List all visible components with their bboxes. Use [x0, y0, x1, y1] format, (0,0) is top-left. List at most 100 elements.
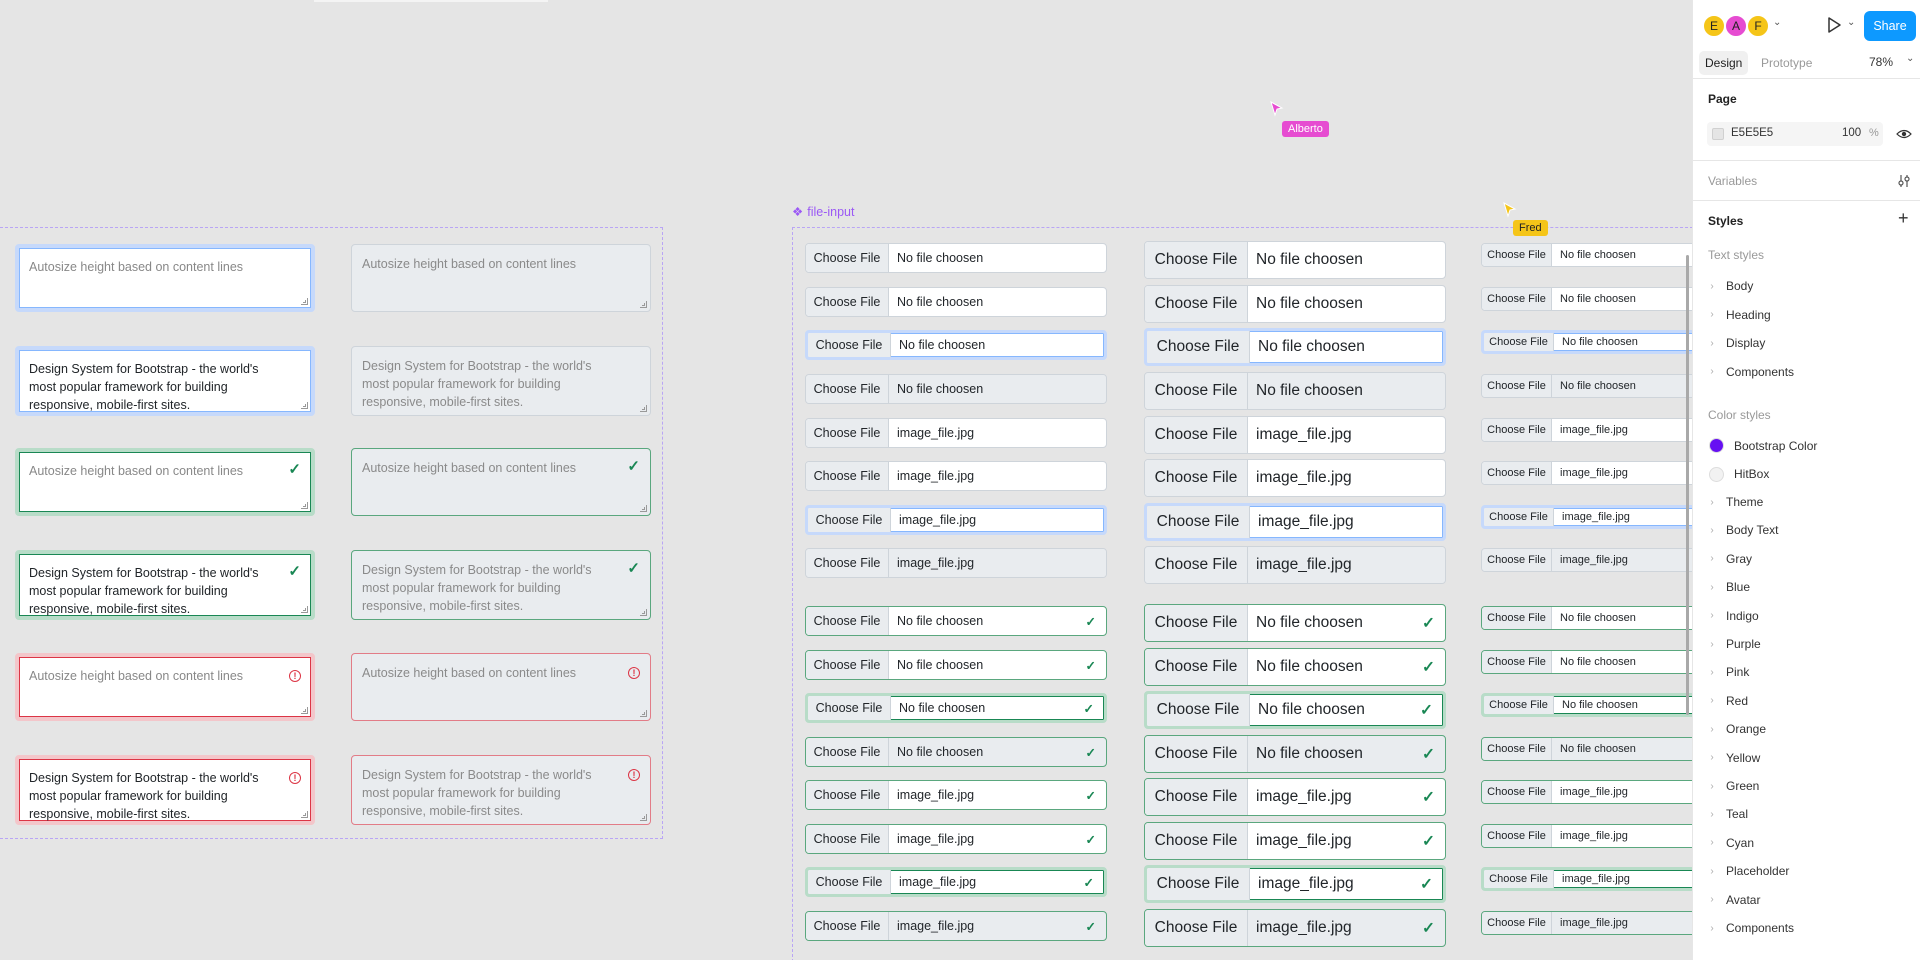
resize-handle-icon[interactable] — [640, 405, 647, 412]
choose-file-button[interactable]: Choose File — [1145, 779, 1248, 815]
color-style-group[interactable]: › Theme — [1708, 495, 1763, 509]
resize-handle-icon[interactable] — [301, 811, 308, 818]
resize-handle-icon[interactable] — [301, 707, 308, 714]
file-input[interactable]: Choose File No file choosen — [1481, 650, 1692, 674]
choose-file-button[interactable]: Choose File — [1482, 607, 1552, 629]
color-style-group[interactable]: › Indigo — [1708, 609, 1758, 623]
page-color-hex[interactable]: E5E5E5 — [1731, 127, 1774, 139]
choose-file-button[interactable]: Choose File — [1482, 244, 1552, 266]
file-input[interactable]: Choose File image_file.jpg ✓ — [1144, 822, 1446, 860]
page-fill-field[interactable]: E5E5E5 100 % — [1707, 122, 1883, 146]
share-button[interactable]: Share — [1864, 11, 1916, 41]
file-input[interactable]: Choose File image_file.jpg — [1481, 505, 1692, 529]
textarea-frame[interactable] — [0, 227, 663, 839]
frame-label[interactable]: ❖ file-input — [792, 204, 855, 220]
textarea[interactable]: Design System for Bootstrap - the world'… — [15, 346, 315, 416]
file-input[interactable]: Choose File No file choosen ✓ — [1144, 604, 1446, 642]
resize-handle-icon[interactable] — [301, 502, 308, 509]
resize-handle-icon[interactable] — [301, 606, 308, 613]
avatar[interactable]: F — [1747, 15, 1769, 37]
choose-file-button[interactable]: Choose File — [1145, 242, 1248, 278]
file-input[interactable]: Choose File No file choosen — [1481, 606, 1692, 630]
file-input[interactable]: Choose File image_file.jpg — [1144, 416, 1446, 454]
tab-prototype[interactable]: Prototype — [1761, 56, 1813, 70]
color-style-group[interactable]: › Avatar — [1708, 893, 1760, 907]
choose-file-button[interactable]: Choose File — [806, 781, 889, 809]
file-input[interactable]: Choose File No file choosen ✓ — [805, 606, 1107, 636]
color-style-item[interactable]: HitBox — [1709, 466, 1769, 482]
choose-file-button[interactable]: Choose File — [1147, 506, 1250, 538]
file-input[interactable]: Choose File No file choosen — [805, 243, 1107, 273]
color-style-group[interactable]: › Body Text — [1708, 523, 1778, 537]
chevron-down-icon[interactable]: ⌄ — [1773, 17, 1782, 28]
choose-file-button[interactable]: Choose File — [806, 462, 889, 490]
textarea[interactable]: Design System for Bootstrap - the world'… — [15, 755, 315, 825]
choose-file-button[interactable]: Choose File — [1484, 333, 1554, 351]
text-style-item[interactable]: › Body — [1708, 279, 1753, 293]
file-input[interactable]: Choose File No file choosen — [1481, 243, 1692, 267]
design-canvas[interactable]: ❖ file-input Autosize height based on con… — [0, 0, 1692, 960]
choose-file-button[interactable]: Choose File — [1482, 825, 1552, 847]
file-input[interactable]: Choose File image_file.jpg — [1481, 461, 1692, 485]
resize-handle-icon[interactable] — [640, 609, 647, 616]
variables-settings-icon[interactable] — [1897, 174, 1911, 188]
text-style-item[interactable]: › Display — [1708, 336, 1765, 350]
choose-file-button[interactable]: Choose File — [1484, 508, 1554, 526]
textarea[interactable]: Autosize height based on content lines! — [15, 653, 315, 721]
file-input[interactable]: Choose File image_file.jpg — [1481, 867, 1692, 891]
textarea[interactable]: Autosize height based on content lines ✓ — [15, 448, 315, 516]
color-style-group[interactable]: › Red — [1708, 694, 1748, 708]
tab-design[interactable]: Design — [1699, 51, 1749, 75]
textarea[interactable]: Autosize height based on content lines — [15, 244, 315, 312]
file-input[interactable]: Choose File image_file.jpg ✓ — [1144, 778, 1446, 816]
color-style-item[interactable]: Bootstrap Color — [1709, 438, 1817, 453]
file-input[interactable]: Choose File image_file.jpg — [1481, 824, 1692, 848]
file-input[interactable]: Choose File No file choosen — [1481, 287, 1692, 311]
resize-handle-icon[interactable] — [301, 402, 308, 409]
color-style-group[interactable]: › Blue — [1708, 580, 1750, 594]
choose-file-button[interactable]: Choose File — [1145, 823, 1248, 859]
choose-file-button[interactable]: Choose File — [1482, 462, 1552, 484]
file-input[interactable]: Choose File image_file.jpg — [1481, 418, 1692, 442]
choose-file-button[interactable]: Choose File — [1145, 605, 1248, 641]
choose-file-button[interactable]: Choose File — [806, 244, 889, 272]
color-style-group[interactable]: › Yellow — [1708, 751, 1760, 765]
resize-handle-icon[interactable] — [640, 710, 647, 717]
color-style-group[interactable]: › Green — [1708, 779, 1759, 793]
file-input[interactable]: Choose File No file choosen ✓ — [1144, 648, 1446, 686]
color-style-group[interactable]: › Placeholder — [1708, 864, 1789, 878]
choose-file-button[interactable]: Choose File — [1482, 781, 1552, 803]
canvas-scrollbar[interactable] — [1686, 255, 1689, 715]
file-input[interactable]: Choose File No file choosen — [1481, 330, 1692, 354]
file-input[interactable]: Choose File No file choosen — [1481, 693, 1692, 717]
eye-icon[interactable] — [1896, 128, 1912, 140]
choose-file-button[interactable]: Choose File — [808, 508, 891, 532]
resize-handle-icon[interactable] — [640, 814, 647, 821]
choose-file-button[interactable]: Choose File — [808, 696, 891, 720]
text-style-item[interactable]: › Components — [1708, 365, 1794, 379]
zoom-level[interactable]: 78% — [1869, 55, 1894, 69]
avatar[interactable]: A — [1725, 15, 1747, 37]
choose-file-button[interactable]: Choose File — [1145, 417, 1248, 453]
file-input[interactable]: Choose File image_file.jpg — [805, 418, 1107, 448]
choose-file-button[interactable]: Choose File — [1484, 696, 1554, 714]
choose-file-button[interactable]: Choose File — [1482, 288, 1552, 310]
choose-file-button[interactable]: Choose File — [806, 607, 889, 635]
choose-file-button[interactable]: Choose File — [1147, 331, 1250, 363]
choose-file-button[interactable]: Choose File — [808, 333, 891, 357]
resize-handle-icon[interactable] — [640, 505, 647, 512]
resize-handle-icon[interactable] — [640, 301, 647, 308]
file-input-frame[interactable] — [792, 227, 1692, 960]
chevron-down-icon[interactable]: ⌄ — [1906, 53, 1915, 64]
choose-file-button[interactable]: Choose File — [1147, 694, 1250, 726]
choose-file-button[interactable]: Choose File — [1145, 460, 1248, 496]
file-input[interactable]: Choose File No file choosen — [1144, 241, 1446, 279]
add-style-icon[interactable]: + — [1898, 208, 1909, 228]
color-style-group[interactable]: › Purple — [1708, 637, 1760, 651]
file-input[interactable]: Choose File image_file.jpg ✓ — [805, 824, 1107, 854]
color-style-group[interactable]: › Teal — [1708, 807, 1748, 821]
file-input[interactable]: Choose File image_file.jpg — [1144, 459, 1446, 497]
file-input[interactable]: Choose File No file choosen — [805, 330, 1107, 360]
file-input[interactable]: Choose File No file choosen ✓ — [805, 650, 1107, 680]
choose-file-button[interactable]: Choose File — [1145, 286, 1248, 322]
